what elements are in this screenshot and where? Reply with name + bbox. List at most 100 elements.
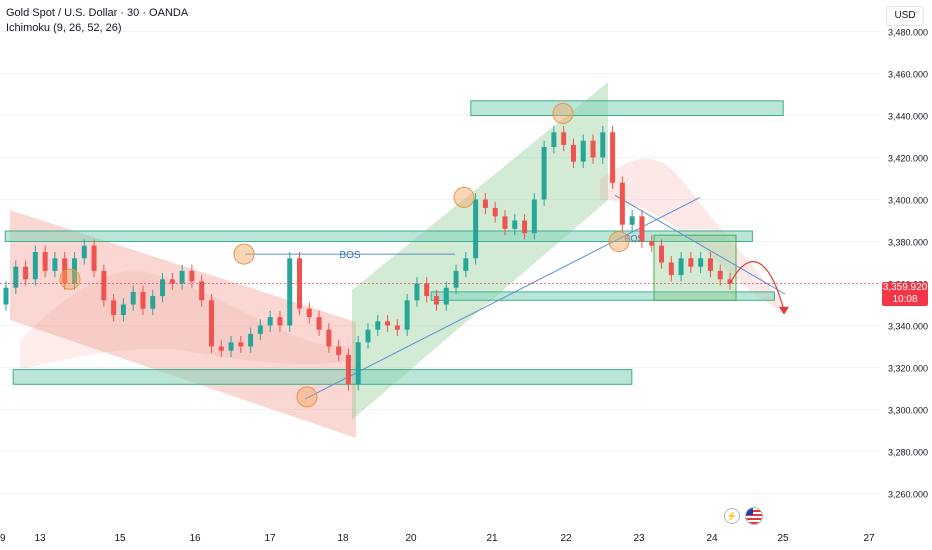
candle [111,300,117,315]
candle [120,304,126,315]
candle [707,258,713,271]
candle [443,287,449,305]
price-tick-label: 3,260.000 [888,490,928,500]
rising-trendline [304,196,701,400]
candle [52,258,58,271]
zone-mid-level [4,230,753,242]
candle [551,132,557,147]
price-chart[interactable]: BOS BOS [0,0,880,525]
price-axis[interactable]: 3,260.000 3,280.000 3,300.000 3,320.000 3,34… [880,0,932,525]
price-tick-label: 3,340.000 [888,322,928,332]
candle [238,342,244,347]
candle [580,140,586,162]
candle [463,258,469,271]
candle [208,300,214,347]
candle [453,270,459,288]
time-tick-label: 27 [863,533,875,544]
candle [228,342,234,351]
candle [169,279,175,284]
falling-trendline [614,194,786,295]
candle [101,270,107,301]
candle [306,308,312,318]
candle [218,346,224,351]
currency-button[interactable]: USD [886,6,924,26]
bar-countdown: 10:08 [892,294,918,305]
candle [277,317,283,326]
candle [355,342,361,385]
candle [414,283,420,301]
candle [160,279,166,297]
zone-current-support [430,291,775,301]
candle [688,258,694,267]
candle [71,258,77,284]
price-tick-label: 3,460.000 [888,70,928,80]
time-tick-label: 17 [264,533,276,544]
candle [189,270,195,282]
time-tick-label: 29 [0,533,6,544]
candle [727,279,733,284]
time-tick-label: 25 [777,533,789,544]
candle [531,199,537,234]
price-tick-label: 3,440.000 [888,112,928,122]
candle [433,296,439,305]
candle [561,132,567,145]
price-tick-label: 3,300.000 [888,406,928,416]
candle [404,300,410,330]
candle [326,329,332,347]
price-tick-label: 3,320.000 [888,364,928,374]
candle [199,281,205,301]
candle [91,245,97,271]
price-tick-label: 3,420.000 [888,154,928,164]
time-tick-label: 20 [405,533,417,544]
chart-legend: Gold Spot / U.S. Dollar · 30 · OANDA Ich… [6,6,188,36]
time-tick-label: 24 [706,533,718,544]
candle [629,216,635,225]
time-axis[interactable]: 13 15 16 17 18 20 21 22 23 24 25 27 29 [0,525,932,550]
candle [248,333,254,347]
candle [649,241,655,246]
projection-arrow [729,261,785,311]
candle [659,245,665,263]
price-tick-label: 3,380.000 [888,238,928,248]
last-price-tag: 3,359.920 10:08 [882,282,928,306]
candle [32,252,38,280]
bos-label: BOS [339,250,360,261]
candle [522,220,528,234]
us-flag-icon[interactable] [745,507,763,525]
candle [257,325,263,334]
swing-point-circle [608,231,630,252]
candle [179,270,185,284]
candle [473,199,479,259]
candle [365,329,371,343]
candle [130,291,136,305]
time-tick-label: 21 [486,533,498,544]
candle [375,321,381,330]
candle [81,245,87,259]
candle [482,199,488,208]
indicator-label[interactable]: Ichimoku (9, 26, 52, 26) [6,22,122,34]
zone-resistance-top [470,100,784,117]
candle [140,291,146,309]
symbol-title[interactable]: Gold Spot / U.S. Dollar · 30 · OANDA [6,7,189,19]
candle [424,283,430,297]
price-tick-label: 3,280.000 [888,448,928,458]
price-tick-label: 3,480.000 [888,28,928,38]
bos-label-2: BOS [624,233,643,243]
candle [717,270,723,280]
candle [639,216,645,242]
candle [345,354,351,385]
candle [267,317,273,326]
lightning-icon[interactable]: ⚡ [724,508,740,524]
candle [297,258,303,309]
swing-point-circle [59,268,81,290]
candle [23,266,29,280]
candle [492,207,498,217]
candle [385,321,391,326]
candle [678,258,684,276]
candle [668,262,674,276]
time-tick-label: 23 [633,533,645,544]
candle [600,132,606,158]
consolidation-box [653,234,737,301]
swing-point-circle [552,102,574,124]
